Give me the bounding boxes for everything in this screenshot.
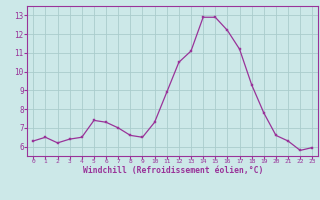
X-axis label: Windchill (Refroidissement éolien,°C): Windchill (Refroidissement éolien,°C) <box>83 166 263 175</box>
